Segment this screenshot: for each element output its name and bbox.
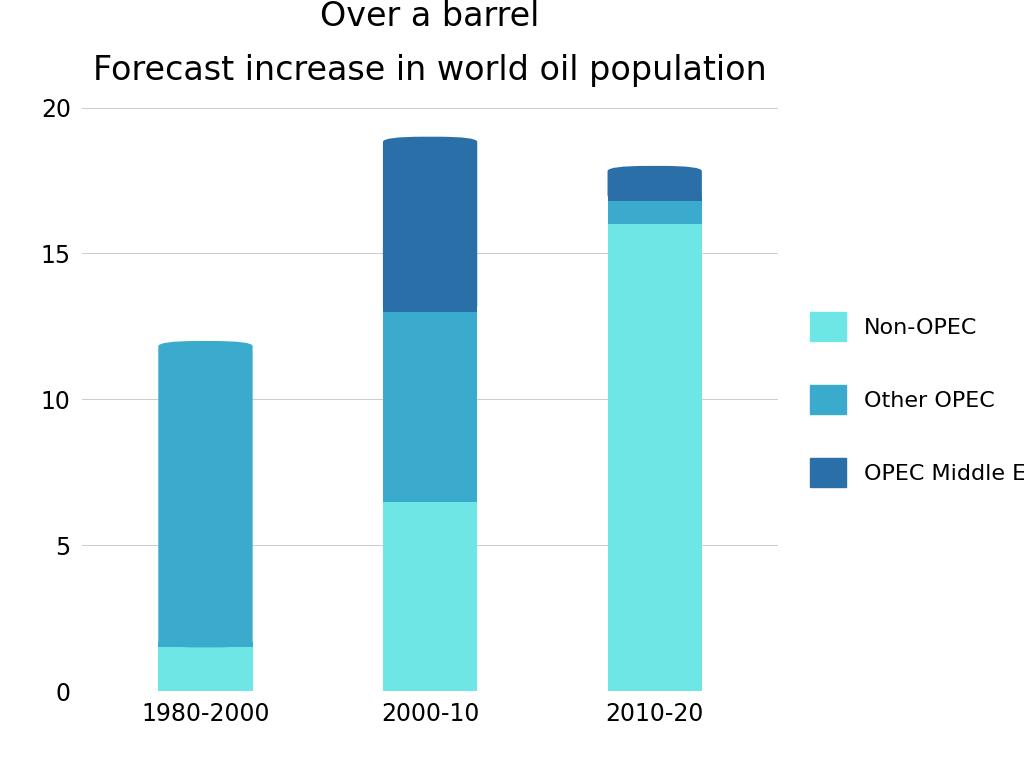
Bar bbox=[607, 201, 701, 224]
FancyBboxPatch shape bbox=[607, 166, 701, 201]
Title: Over a barrel
Forecast increase in world oil population: Over a barrel Forecast increase in world… bbox=[93, 0, 767, 87]
FancyBboxPatch shape bbox=[159, 341, 253, 647]
Bar bbox=[607, 224, 701, 691]
Bar bbox=[159, 647, 253, 691]
Bar bbox=[383, 312, 477, 502]
Bar bbox=[159, 641, 253, 647]
Bar bbox=[383, 502, 477, 691]
Bar bbox=[383, 306, 477, 312]
FancyBboxPatch shape bbox=[383, 137, 477, 312]
Bar bbox=[607, 195, 701, 201]
Legend: Non-OPEC, Other OPEC, OPEC Middle East: Non-OPEC, Other OPEC, OPEC Middle East bbox=[810, 312, 1024, 487]
